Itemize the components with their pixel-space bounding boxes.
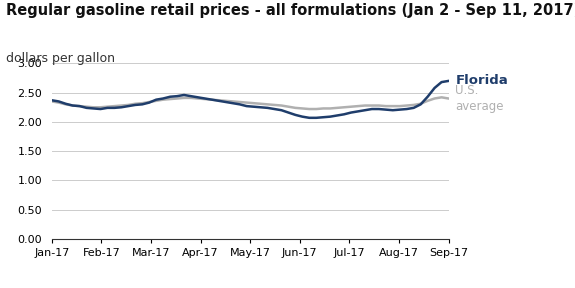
Text: Regular gasoline retail prices - all formulations (Jan 2 - Sep 11, 2017): Regular gasoline retail prices - all for…: [6, 3, 575, 18]
Text: dollars per gallon: dollars per gallon: [6, 52, 115, 65]
Text: U.S.
average: U.S. average: [455, 84, 504, 113]
Text: Florida: Florida: [455, 74, 508, 88]
